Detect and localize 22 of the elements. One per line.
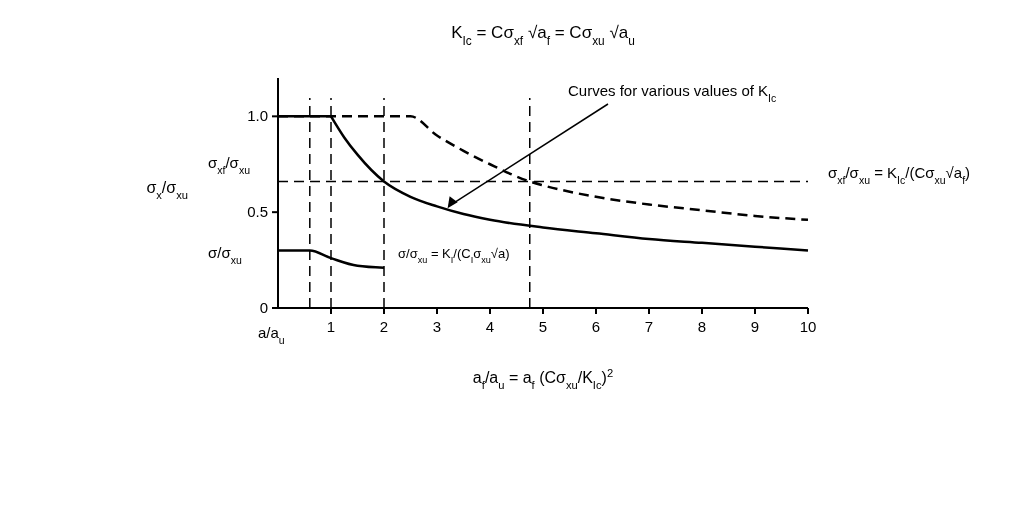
x-tick-label: 6 [591, 318, 601, 335]
text: σ$_{xf}$/σ$_{xu}$ [208, 154, 251, 176]
annotation: Curves for various values of K$_{Ic}$ [568, 82, 777, 104]
y-tick-label: 0.5 [247, 203, 268, 221]
text: σ$_{xf}$/σ$_{xu}$ = K$_{Ic}$/(Cσ$_{xu}$√a$_{f}$) [828, 164, 971, 186]
x-tick-label: 1 [326, 318, 336, 335]
y-tick-label: 0 [259, 299, 268, 316]
x-tick-label: 5 [538, 318, 548, 335]
x-tick-label: 8 [697, 318, 707, 335]
x-tick-label: 7 [644, 318, 654, 335]
text: a/a$_{u}$ [258, 324, 285, 346]
text: σ/σ$_{xu}$ [208, 244, 242, 266]
x-tick-label: 4 [485, 318, 495, 335]
y-tick-label: 1.0 [247, 107, 268, 125]
x-tick-label: 9 [750, 318, 760, 335]
chart-title: K$_{Ic}$ = Cσ$_{xf}$ √a$_{f}$ = Cσ$_{xu}$ √a$_{u}$ [451, 23, 635, 48]
text: σ/σ$_{xu}$ = K$_{I}$/(C$_{I}$σ$_{xu}$√a) [398, 246, 510, 265]
x-tick-label: 3 [432, 318, 442, 335]
x-tick-label: 2 [379, 318, 389, 335]
text: a$_{f}$/a$_{u}$ = a$_{f}$ (Cσ$_{xu}$/K$_{Ic}$)$^{2}$ [472, 367, 614, 391]
x-tick-label: 10 [799, 318, 817, 335]
y-axis-title: σ$_{x}$/σ$_{xu}$ [146, 179, 188, 201]
